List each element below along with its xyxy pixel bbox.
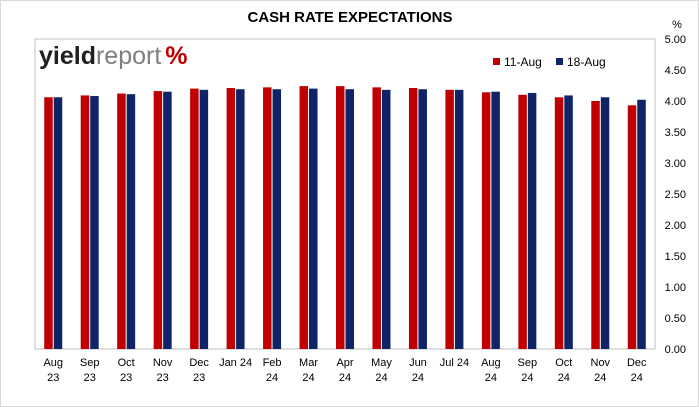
bar-11-Aug-8 — [336, 86, 345, 350]
x-tick-label: Jan 24 — [219, 357, 252, 369]
logo-text: yieldreport% — [39, 42, 188, 70]
chart-title: CASH RATE EXPECTATIONS — [247, 9, 452, 26]
x-tick-label: Aug — [43, 357, 63, 369]
x-tick-label-year: 23 — [193, 372, 205, 384]
x-tick-label-year: 24 — [485, 372, 497, 384]
y-tick-label: 0.50 — [665, 313, 686, 325]
legend-swatch-18-Aug — [556, 58, 563, 65]
x-tick-label: Oct — [118, 357, 135, 369]
x-tick-label: Jul 24 — [440, 357, 469, 369]
x-tick-label: Nov — [591, 357, 611, 369]
x-tick-label: Dec — [627, 357, 647, 369]
bar-11-Aug-5 — [226, 87, 236, 349]
y-axis-unit: % — [672, 19, 682, 31]
bar-18-Aug-1 — [90, 96, 99, 349]
y-tick-label: 3.50 — [665, 127, 686, 139]
x-tick-label: Sep — [518, 357, 538, 369]
legend: 11-Aug 18-Aug — [493, 55, 606, 69]
bar-11-Aug-11 — [445, 89, 454, 349]
x-tick-label: Feb — [263, 357, 282, 369]
bar-11-Aug-15 — [591, 101, 600, 349]
bar-18-Aug-12 — [491, 91, 500, 349]
bar-11-Aug-10 — [408, 87, 418, 349]
logo: yieldreport% — [39, 42, 188, 70]
x-tick-label-year: 24 — [266, 372, 278, 384]
bar-11-Aug-3 — [153, 91, 163, 349]
bar-11-Aug-12 — [481, 92, 491, 349]
bar-11-Aug-7 — [299, 86, 309, 350]
x-tick-label: Oct — [555, 357, 572, 369]
bar-18-Aug-10 — [418, 89, 427, 349]
x-tick-label-year: 23 — [120, 372, 132, 384]
x-tick-label-year: 23 — [84, 372, 96, 384]
x-tick-label-year: 23 — [47, 372, 59, 384]
logo-percent-sign: % — [165, 42, 187, 70]
y-tick-label: 1.50 — [665, 251, 686, 263]
y-tick-label: 0.00 — [665, 344, 686, 356]
logo-part-report: report — [96, 42, 161, 70]
bar-11-Aug-6 — [263, 87, 272, 350]
y-axis: 0.00 0.50 1.00 1.50 2.00 2.50 3.00 3.50 4.00 4.50… — [665, 19, 686, 356]
x-tick-label: Dec — [189, 357, 209, 369]
x-tick-label: Aug — [481, 357, 501, 369]
x-axis: Aug 23 Sep 23 Oct 23 Nov 23 Dec 23 Jan 24 Feb 24 Mar 2… — [43, 357, 647, 384]
bar-11-Aug-16 — [627, 105, 637, 349]
plot-border — [34, 38, 656, 350]
bar-11-Aug-0 — [44, 97, 53, 349]
bar-11-Aug-14 — [554, 97, 564, 349]
x-tick-label-year: 24 — [375, 372, 387, 384]
bar-18-Aug-3 — [163, 91, 172, 349]
x-tick-label: Apr — [336, 357, 353, 369]
bar-18-Aug-4 — [199, 89, 209, 349]
bar-18-Aug-2 — [126, 94, 136, 350]
legend-label-18-Aug: 18-Aug — [567, 55, 606, 69]
x-tick-label: Jun — [409, 357, 427, 369]
bar-18-Aug-7 — [309, 88, 318, 349]
y-tick-label: 5.00 — [665, 34, 686, 46]
y-tick-label: 3.00 — [665, 158, 686, 170]
logo-part-yield: yield — [39, 42, 96, 70]
bar-18-Aug-6 — [272, 89, 282, 349]
bar-18-Aug-16 — [637, 99, 646, 349]
y-tick-label: 2.00 — [665, 220, 686, 232]
y-tick-label: 4.50 — [665, 65, 686, 77]
bar-18-Aug-8 — [345, 89, 354, 349]
x-tick-label: Nov — [153, 357, 173, 369]
bar-11-Aug-2 — [117, 93, 126, 349]
legend-label-11-Aug: 11-Aug — [504, 55, 542, 69]
y-tick-label: 1.00 — [665, 282, 686, 294]
bar-18-Aug-5 — [236, 89, 245, 349]
bar-18-Aug-14 — [564, 95, 573, 349]
x-tick-label-year: 24 — [339, 372, 351, 384]
plot-area — [34, 38, 656, 350]
x-tick-label-year: 24 — [558, 372, 570, 384]
bar-18-Aug-15 — [600, 97, 610, 349]
bar-18-Aug-9 — [381, 89, 391, 349]
bar-18-Aug-0 — [53, 97, 63, 349]
bar-11-Aug-13 — [518, 94, 527, 349]
legend-swatch-11-Aug — [493, 58, 500, 65]
y-tick-label: 4.00 — [665, 96, 686, 108]
bar-11-Aug-4 — [190, 88, 199, 349]
x-tick-label-year: 23 — [157, 372, 169, 384]
x-tick-label-year: 24 — [594, 372, 606, 384]
x-tick-label-year: 24 — [521, 372, 533, 384]
bar-18-Aug-13 — [527, 92, 537, 349]
x-tick-label-year: 24 — [631, 372, 643, 384]
y-tick-label: 2.50 — [665, 189, 686, 201]
bar-11-Aug-9 — [372, 87, 381, 350]
bar-18-Aug-11 — [454, 89, 464, 349]
x-tick-label-year: 24 — [412, 372, 424, 384]
x-tick-label: May — [371, 357, 392, 369]
x-tick-label: Mar — [299, 357, 318, 369]
x-tick-label: Sep — [80, 357, 100, 369]
bar-11-Aug-1 — [80, 95, 90, 349]
x-tick-label-year: 24 — [302, 372, 314, 384]
